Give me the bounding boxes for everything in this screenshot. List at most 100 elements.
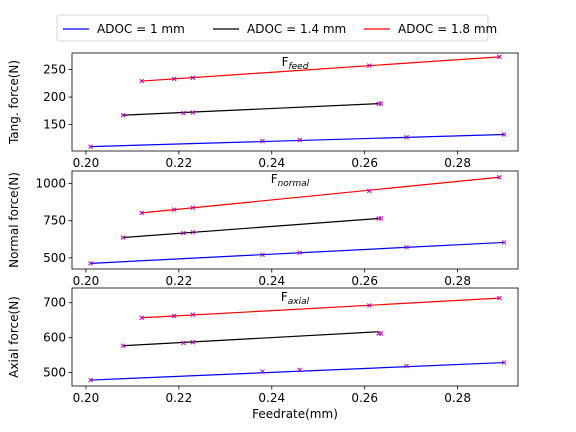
data-point-marker [88,144,93,149]
data-point-marker [88,377,93,383]
x-tick-label: 0.20 [73,156,100,170]
data-point-marker [501,240,507,245]
y-axis-label: Normal force(N) [7,172,21,268]
y-tick-label: 500 [43,251,66,265]
legend-label: ADOC = 1.4 mm [247,22,346,36]
y-tick-label: 600 [43,331,66,345]
panel-title: Fnormal [271,172,310,189]
panel-title-main: F [282,55,289,69]
x-tick-label: 0.28 [444,391,471,405]
data-point-marker [366,188,372,194]
data-point-marker [260,252,265,258]
data-point-marker [497,174,502,180]
series-3 [139,295,502,321]
legend-entry: ADOC = 1.8 mm [364,22,497,36]
data-point-marker [497,295,502,301]
x-tick-label: 0.28 [444,274,471,288]
panel-title: Ffeed [282,55,309,72]
series-line [123,331,379,347]
series-line [123,103,379,116]
data-point-marker [190,75,196,81]
data-point-marker [120,235,126,240]
data-point-marker [378,216,384,221]
x-tick-label: 0.20 [73,391,100,405]
x-tick-label: 0.20 [73,274,100,288]
data-point-marker [260,138,265,144]
series-line [141,176,500,214]
series-2 [120,101,384,118]
series-line [90,133,505,148]
data-point-marker [190,312,196,317]
y-tick-label: 500 [43,366,66,380]
x-tick-label: 0.22 [165,156,192,170]
series-3 [139,174,502,216]
data-point-marker [181,340,186,346]
legend-entry: ADOC = 1 mm [63,22,185,36]
panel-title-subscript: feed [288,62,308,72]
series-line [123,217,379,239]
data-point-marker [366,303,372,308]
x-tick-label: 0.22 [165,391,192,405]
data-point-marker [171,313,177,319]
series-1 [88,240,507,266]
data-point-marker [120,343,126,349]
data-point-marker [297,367,302,373]
x-tick-label: 0.26 [351,274,378,288]
data-point-marker [171,76,177,82]
data-point-marker [404,363,409,369]
y-tick-label: 150 [43,118,66,132]
series-1 [88,132,507,149]
x-tick-label: 0.24 [258,274,285,288]
x-tick-label: 0.24 [258,391,285,405]
x-tick-label: 0.22 [165,274,192,288]
y-axis-label: Axial force(N) [7,296,21,378]
series-2 [120,216,384,240]
series-1 [88,360,507,383]
data-point-marker [297,137,302,143]
x-tick-label: 0.26 [351,156,378,170]
legend-label: ADOC = 1.8 mm [398,22,497,36]
y-tick-label: 200 [43,90,66,104]
data-point-marker [181,230,186,236]
data-point-marker [190,110,196,115]
x-tick-label: 0.26 [351,391,378,405]
data-point-marker [297,250,302,256]
panel-title-main: F [271,172,278,186]
y-axis-label: Tang. force(N) [7,60,21,145]
series-line [90,361,505,381]
data-point-marker [260,369,265,375]
data-point-marker [139,315,145,321]
x-tick-label: 0.28 [444,156,471,170]
series-line [141,297,500,319]
panel-1: 150 200 250 0.20 0.22 0.24 0.26 0.28 Tang. force… [7,52,519,170]
legend-label: ADOC = 1 mm [97,22,185,36]
panel-title-main: F [281,290,288,304]
y-tick-label: 250 [43,63,66,77]
panel-title: Faxial [281,290,310,307]
x-axis-label: Feedrate(mm) [252,407,338,421]
plot-frame [71,52,519,152]
data-point-marker [171,207,177,212]
y-tick-label: 700 [43,296,66,310]
data-point-marker [139,210,145,216]
data-point-marker [139,78,145,84]
y-tick-label: 1000 [35,177,66,191]
series-3 [139,54,502,84]
plot-frame [71,287,519,387]
legend: ADOC = 1 mm ADOC = 1.4 mm ADOC = 1.8 mm [56,14,497,42]
data-point-marker [88,261,93,266]
panel-title-subscript: axial [288,297,310,307]
panel-title-subscript: normal [278,179,310,189]
data-point-marker [190,339,196,345]
data-point-marker [404,134,409,140]
series-line [141,56,500,82]
legend-entry: ADOC = 1.4 mm [213,22,346,36]
data-point-marker [366,63,372,69]
data-point-marker [190,205,196,211]
data-point-marker [181,110,186,116]
series-2 [120,331,384,349]
panel-2: 500 750 1000 0.20 0.22 0.24 0.26 0.28 Normal for… [7,170,519,288]
data-point-marker [497,54,502,60]
plot-frame [71,170,519,270]
